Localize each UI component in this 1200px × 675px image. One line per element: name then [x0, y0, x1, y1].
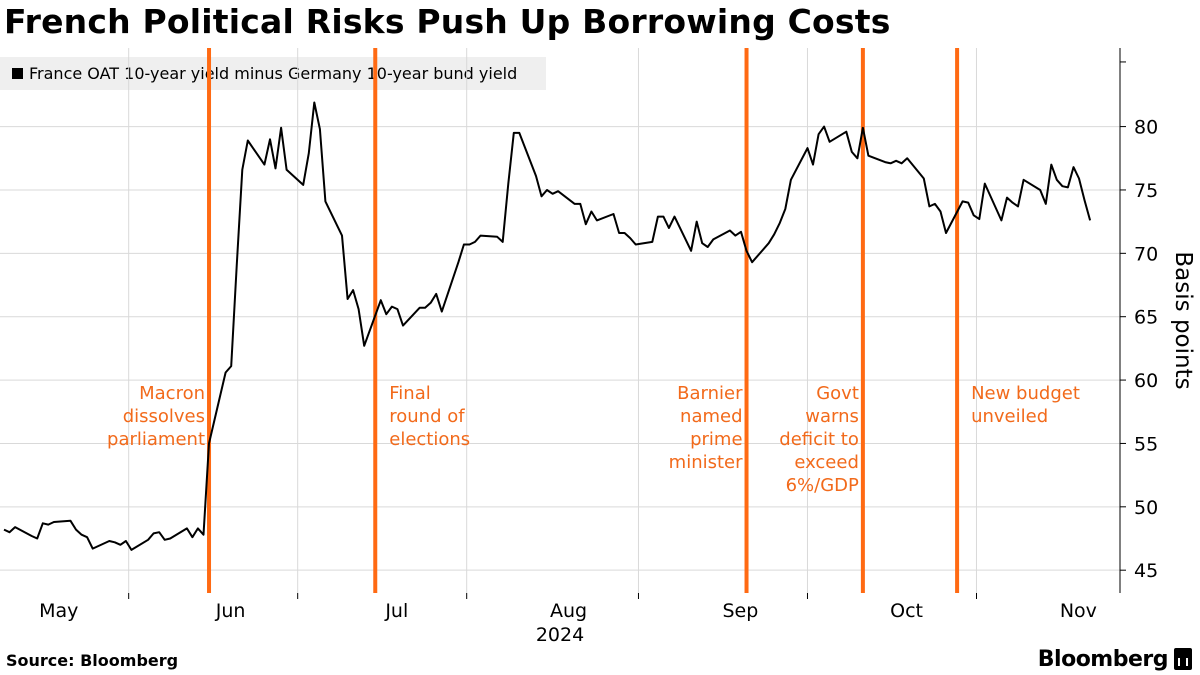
- event-label: Barnier: [677, 383, 743, 404]
- y-tick-label: 70: [1134, 243, 1158, 265]
- event-label: elections: [389, 429, 470, 450]
- y-tick-label: 75: [1134, 180, 1158, 202]
- x-tick-label: Nov: [1060, 600, 1097, 622]
- bloomberg-logo: Bloomberg: [1037, 647, 1169, 672]
- event-label: New budget: [971, 383, 1080, 404]
- event-label: Final: [389, 383, 430, 404]
- x-year-label: 2024: [536, 624, 584, 646]
- event-label: round of: [389, 406, 465, 427]
- event-label: dissolves: [123, 406, 205, 427]
- chart-title: French Political Risks Push Up Borrowing…: [4, 2, 891, 41]
- x-tick-label: Oct: [890, 600, 923, 622]
- event-label: Govt: [816, 383, 859, 404]
- y-tick-label: 60: [1134, 370, 1158, 392]
- legend-swatch: [12, 68, 23, 79]
- x-tick-label: Jun: [215, 600, 246, 622]
- y-tick-label: 45: [1134, 560, 1158, 582]
- event-label: warns: [805, 406, 859, 427]
- event-label: minister: [669, 452, 743, 473]
- y-tick-label: 80: [1134, 117, 1158, 139]
- event-label: named: [680, 406, 742, 427]
- event-label: prime: [690, 429, 742, 450]
- x-tick-label: Sep: [722, 600, 758, 622]
- series-line: [3, 101, 1092, 551]
- event-label: exceed: [794, 452, 859, 473]
- event-label: 6%/GDP: [786, 475, 859, 496]
- y-tick-label: 65: [1134, 307, 1158, 329]
- y-tick-label: 50: [1134, 497, 1158, 519]
- y-axis-title: Basis points: [1170, 251, 1196, 389]
- x-tick-label: Jul: [384, 600, 408, 622]
- x-tick-label: May: [39, 600, 78, 622]
- event-label: deficit to: [779, 429, 859, 450]
- event-label: parliament: [107, 429, 205, 450]
- y-tick-label: 55: [1134, 433, 1158, 455]
- event-label: unveiled: [971, 406, 1048, 427]
- event-label: Macron: [139, 383, 205, 404]
- legend-label: France OAT 10-year yield minus Germany 1…: [29, 64, 518, 83]
- bloomberg-mark-icon: [1174, 648, 1192, 670]
- x-tick-label: Aug: [550, 600, 587, 622]
- source-note: Source: Bloomberg: [6, 651, 179, 670]
- legend: France OAT 10-year yield minus Germany 1…: [0, 57, 546, 90]
